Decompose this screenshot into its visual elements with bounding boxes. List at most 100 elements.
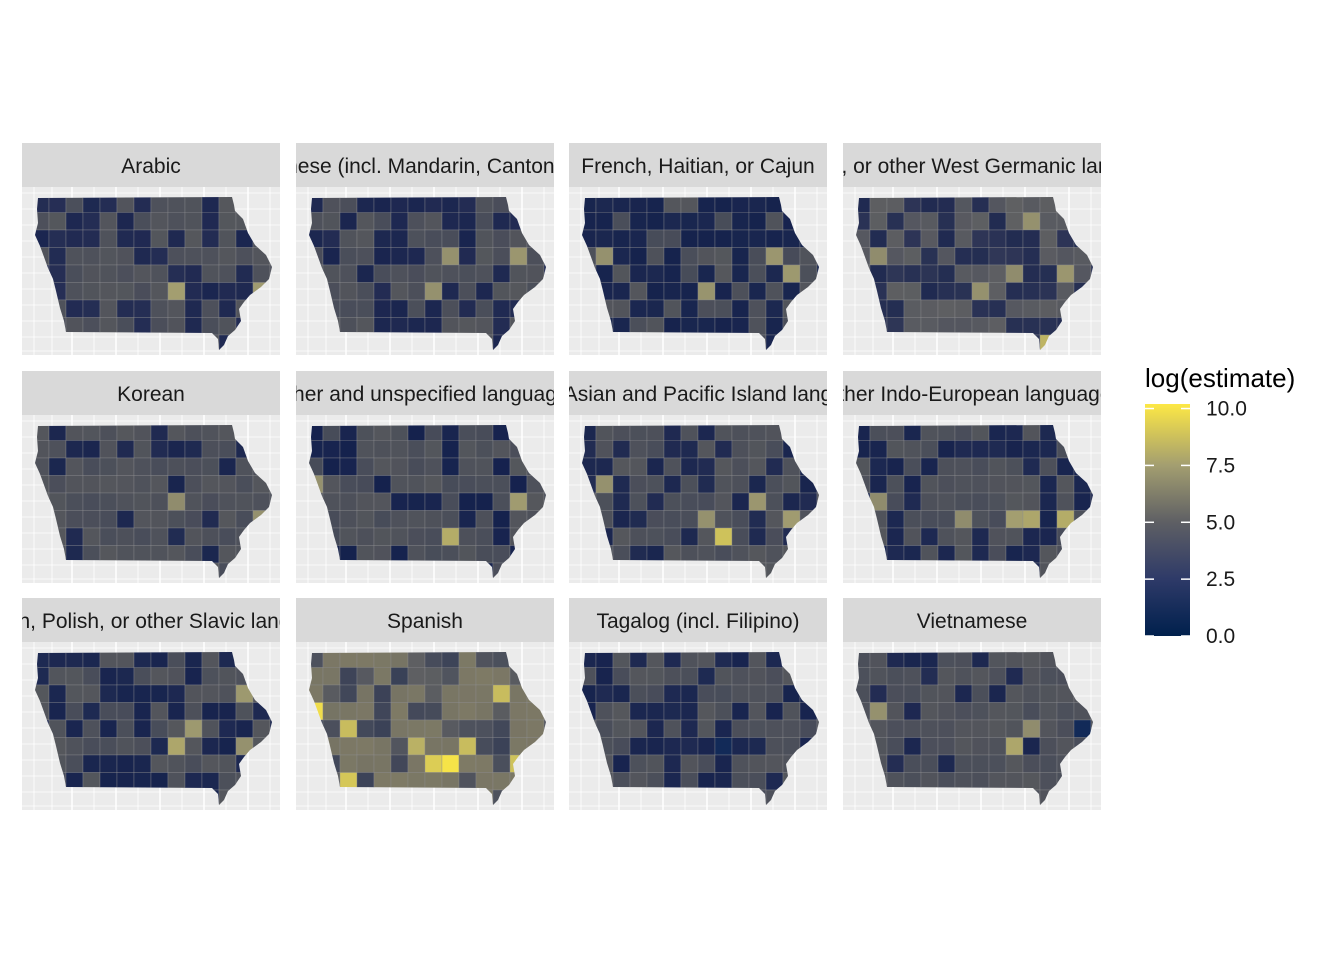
county: [492, 212, 511, 231]
county: [201, 282, 220, 301]
county: [1039, 667, 1058, 686]
county: [441, 299, 460, 318]
county: [373, 684, 392, 703]
county: [629, 282, 648, 301]
county: [441, 545, 460, 564]
county: [116, 754, 135, 773]
county: [475, 684, 494, 703]
county: [48, 667, 67, 686]
county: [458, 545, 477, 564]
county: [680, 667, 699, 686]
county: [184, 684, 203, 703]
county: [937, 440, 956, 459]
county: [150, 299, 169, 318]
county: [1022, 457, 1041, 476]
county: [920, 667, 939, 686]
county: [1022, 264, 1041, 283]
facet-title: Chinese (incl. Mandarin, Cantonese): [255, 155, 596, 178]
county: [167, 719, 186, 738]
county: [920, 212, 939, 231]
county: [458, 282, 477, 301]
county: [937, 737, 956, 756]
county: [441, 667, 460, 686]
county: [373, 527, 392, 546]
county: [680, 684, 699, 703]
county: [629, 299, 648, 318]
county: [99, 197, 118, 214]
county: [424, 684, 443, 703]
county: [407, 754, 426, 773]
county: [680, 702, 699, 721]
county: [937, 667, 956, 686]
county: [441, 197, 460, 214]
county: [697, 425, 716, 442]
county: [65, 702, 84, 721]
county: [65, 754, 84, 773]
county: [133, 772, 152, 791]
county: [748, 440, 767, 459]
county: [629, 754, 648, 773]
county: [680, 212, 699, 231]
county: [492, 702, 511, 721]
county: [731, 299, 750, 318]
county: [116, 440, 135, 459]
county: [390, 212, 409, 231]
county: [680, 492, 699, 511]
county: [886, 282, 905, 301]
county: [731, 197, 750, 214]
county: [373, 510, 392, 529]
county: [697, 264, 716, 283]
county: [201, 684, 220, 703]
county: [99, 492, 118, 511]
county: [441, 425, 460, 442]
facet-panel: Other Asian and Pacific Island languages: [569, 371, 827, 583]
county: [373, 492, 392, 511]
county: [595, 247, 614, 266]
county: [150, 702, 169, 721]
county: [937, 527, 956, 546]
county: [99, 510, 118, 529]
county: [407, 197, 426, 214]
county: [714, 475, 733, 494]
county: [133, 684, 152, 703]
county: [492, 719, 511, 738]
county: [356, 737, 375, 756]
county: [82, 247, 101, 266]
county: [937, 299, 956, 318]
county: [1039, 440, 1058, 459]
county: [99, 247, 118, 266]
county: [697, 492, 716, 511]
county: [201, 457, 220, 476]
county: [509, 702, 528, 721]
county: [441, 702, 460, 721]
county: [595, 684, 614, 703]
county: [441, 510, 460, 529]
county: [441, 737, 460, 756]
county: [765, 229, 784, 248]
county: [697, 667, 716, 686]
facet-panel: Other Indo-European languages: [843, 371, 1101, 583]
facet-strip: [843, 143, 1101, 187]
county: [167, 282, 186, 301]
county: [407, 282, 426, 301]
county: [697, 440, 716, 459]
county: [424, 197, 443, 214]
county: [1022, 282, 1041, 301]
county: [458, 247, 477, 266]
county: [886, 719, 905, 738]
county: [903, 667, 922, 686]
county: [971, 475, 990, 494]
county: [903, 457, 922, 476]
county: [971, 425, 990, 442]
county: [714, 702, 733, 721]
county: [1022, 737, 1041, 756]
county: [646, 754, 665, 773]
county: [356, 282, 375, 301]
county: [612, 229, 631, 248]
county: [339, 527, 358, 546]
county: [184, 425, 203, 442]
county: [339, 457, 358, 476]
county: [184, 667, 203, 686]
county: [373, 282, 392, 301]
county: [252, 492, 271, 511]
